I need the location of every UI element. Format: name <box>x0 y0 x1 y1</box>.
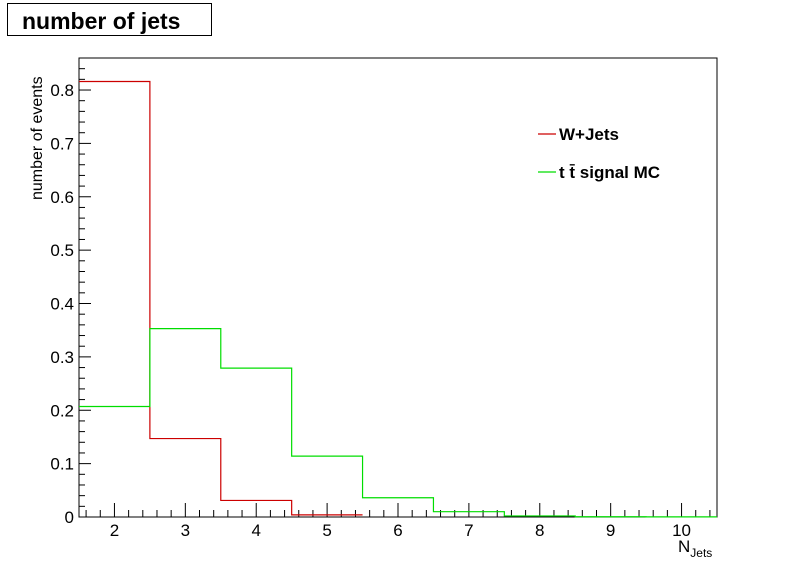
chart-title-box: number of jets <box>7 3 212 36</box>
legend: W+Jets t t̄ signal MC <box>538 125 660 182</box>
x-tick-label: 9 <box>606 521 615 540</box>
y-tick-label: 0.3 <box>50 348 74 367</box>
y-tick-label: 0.6 <box>50 188 74 207</box>
y-axis-label: number of events <box>29 76 46 200</box>
series-line-1 <box>79 80 363 516</box>
x-tick-label: 10 <box>672 521 691 540</box>
y-tick-label: 0.7 <box>50 134 74 153</box>
x-tick-label: 8 <box>535 521 544 540</box>
y-tick-label: 0 <box>65 508 74 527</box>
y-tick-label: 0.5 <box>50 241 74 260</box>
chart-title: number of jets <box>22 8 181 34</box>
x-tick-label: 6 <box>393 521 402 540</box>
y-axis: 0 0.1 0.2 0.3 0.4 0.5 0.6 0.7 0.8 <box>50 57 91 527</box>
x-axis: 2 3 4 5 6 7 8 9 10 <box>85 503 711 540</box>
x-tick-label: 2 <box>110 521 119 540</box>
y-tick-label: 0.8 <box>50 81 74 100</box>
x-axis-label-main: N <box>678 537 690 556</box>
plot-frame <box>78 57 718 518</box>
x-tick-label: 3 <box>181 521 190 540</box>
series-line-2 <box>79 327 717 518</box>
legend-label: W+Jets <box>559 125 619 144</box>
x-axis-label: NJets <box>678 537 712 560</box>
y-tick-label: 0.4 <box>50 295 74 314</box>
x-tick-label: 5 <box>322 521 331 540</box>
legend-label: t t̄ signal MC <box>559 163 660 182</box>
y-tick-label: 0.1 <box>50 455 74 474</box>
x-tick-label: 4 <box>251 521 260 540</box>
x-tick-label: 7 <box>464 521 473 540</box>
y-tick-label: 0.2 <box>50 401 74 420</box>
series-layer <box>79 80 717 518</box>
x-axis-label-sub: Jets <box>690 546 712 560</box>
